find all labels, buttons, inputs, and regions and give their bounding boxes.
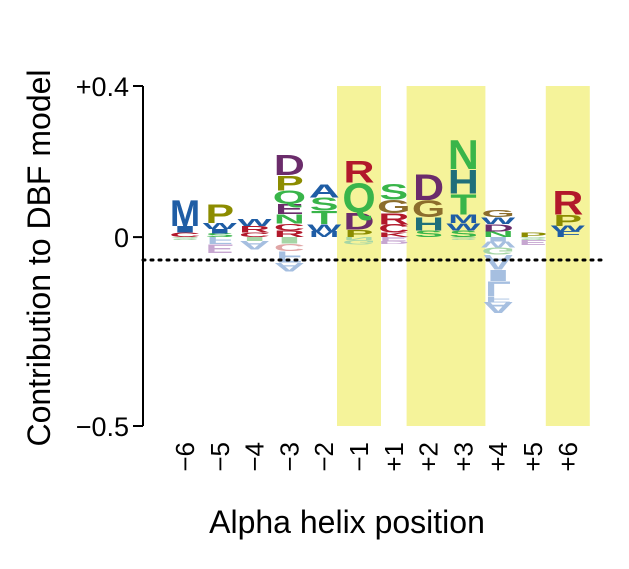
logo-letter: M [170, 193, 200, 234]
x-axis-ticks: −6 −5 −4 −3 −2 −1 +1 +2 +3 +4 +5 +6 [170, 442, 583, 472]
x-tick-label: −1 [344, 442, 374, 472]
x-tick-label: +4 [483, 442, 513, 472]
y-tick-label: +0.4 [76, 72, 129, 102]
y-tick-label: 0 [114, 223, 129, 253]
logo-letter: P [519, 232, 548, 239]
logo-letter: M [309, 230, 339, 239]
logo-letter: F [207, 235, 233, 247]
x-tick-label: −5 [205, 442, 235, 472]
logo-letter: R [552, 185, 583, 223]
logo-letter: R [274, 229, 305, 240]
x-axis-title: Alpha helix position [209, 504, 485, 540]
logo-letter: N [448, 132, 479, 179]
y-axis-title: Contribution to DBF model [21, 69, 57, 446]
logo-letter: F [485, 295, 511, 304]
logo-letter: A [483, 250, 514, 274]
logo-letter: P [345, 228, 374, 240]
logo-letter: G [412, 197, 445, 223]
logo-letter: S [519, 236, 548, 241]
logo-letter: S [380, 180, 409, 205]
logo-letter: G [342, 239, 375, 246]
logo-letter: S [449, 229, 478, 240]
logo-letter: A [309, 181, 340, 202]
logo-letter: G [482, 208, 515, 220]
x-tick-label: +6 [553, 442, 583, 472]
highlight-band [428, 86, 464, 426]
logo-letter: F [555, 230, 581, 239]
logo-letter: S [206, 232, 235, 238]
logo-letter: W [551, 224, 586, 233]
logo-letter: K [378, 232, 409, 239]
logo-letter: E [275, 201, 304, 218]
logo-letter: S [310, 194, 339, 215]
logo-letter: N [344, 236, 375, 241]
logo-letter: S [414, 229, 443, 240]
logo-letter: N [274, 212, 305, 227]
y-tick-label: −0.5 [76, 412, 129, 442]
x-tick-label: +2 [414, 442, 444, 472]
logo-letter: I [275, 235, 305, 246]
x-tick-label: +3 [448, 442, 478, 472]
logo-letter: E [206, 242, 235, 255]
logo-letter: I [240, 236, 270, 242]
logo-letter: D [378, 240, 409, 245]
logo-letter: Q [342, 175, 375, 222]
logo-letter: T [450, 188, 476, 220]
logo-letter: W [307, 222, 342, 234]
logo-letter: H [413, 214, 444, 235]
logo-letter: W [238, 216, 273, 228]
logo-letter: Q [273, 187, 306, 208]
logo-letter: W [203, 222, 238, 231]
logo-letter: D [483, 222, 514, 234]
logo-letter: C [170, 232, 201, 239]
logo-letter: W [481, 215, 515, 226]
logo-letter: C [274, 222, 305, 233]
logo-letter: S [171, 236, 200, 241]
logo-letter: W [446, 221, 481, 233]
x-tick-label: −4 [240, 442, 270, 472]
x-tick-label: +1 [379, 442, 409, 472]
x-tick-label: −6 [170, 442, 200, 472]
highlight-band [545, 86, 590, 426]
logo-letter: C [274, 242, 305, 254]
logo-letter: G [482, 245, 515, 257]
logo-letter: D [344, 209, 375, 235]
logo-letters: CIMSSIWPFECRWIARCNEQPDICFAMWTSAPDQRNGKCR… [170, 132, 586, 317]
highlight-band [337, 86, 381, 426]
logo-letter: I [483, 266, 513, 283]
logo-letter: C [239, 232, 270, 239]
logo-letter: E [519, 238, 548, 246]
logo-letter: R [239, 224, 270, 235]
logo-letter: A [274, 260, 305, 273]
logo-letter: P [275, 172, 304, 196]
highlight-bands [337, 86, 590, 426]
logo-letter: I [170, 224, 200, 235]
logo-letter: E [380, 236, 409, 242]
logo-letter: W [481, 240, 516, 249]
logo-letter: A [239, 238, 270, 251]
logo-letter: I [205, 228, 235, 235]
logo-letter: C [378, 222, 409, 235]
logo-letter: I [483, 236, 513, 243]
logo-letter: G [377, 196, 410, 217]
logo-letter: P [554, 212, 583, 230]
logo-letter: R [344, 154, 375, 189]
logo-letter: N [483, 230, 514, 239]
logo-letter: S [449, 236, 478, 241]
x-tick-label: +5 [518, 442, 548, 472]
logo-letter: P [206, 198, 235, 229]
x-tick-label: −3 [274, 442, 304, 472]
logo-letter: M [448, 212, 478, 225]
logo-letter: L [485, 276, 511, 300]
logo-letter: T [311, 207, 337, 228]
logo-letter: D [413, 168, 444, 208]
logo-letter: A [483, 299, 514, 317]
logo-letter: R [378, 210, 409, 228]
logo-letter: D [274, 149, 305, 181]
y-axis: +0.4 0 −0.5 [76, 72, 144, 442]
logo-letter: H [448, 164, 479, 202]
x-tick-label: −2 [309, 442, 339, 472]
